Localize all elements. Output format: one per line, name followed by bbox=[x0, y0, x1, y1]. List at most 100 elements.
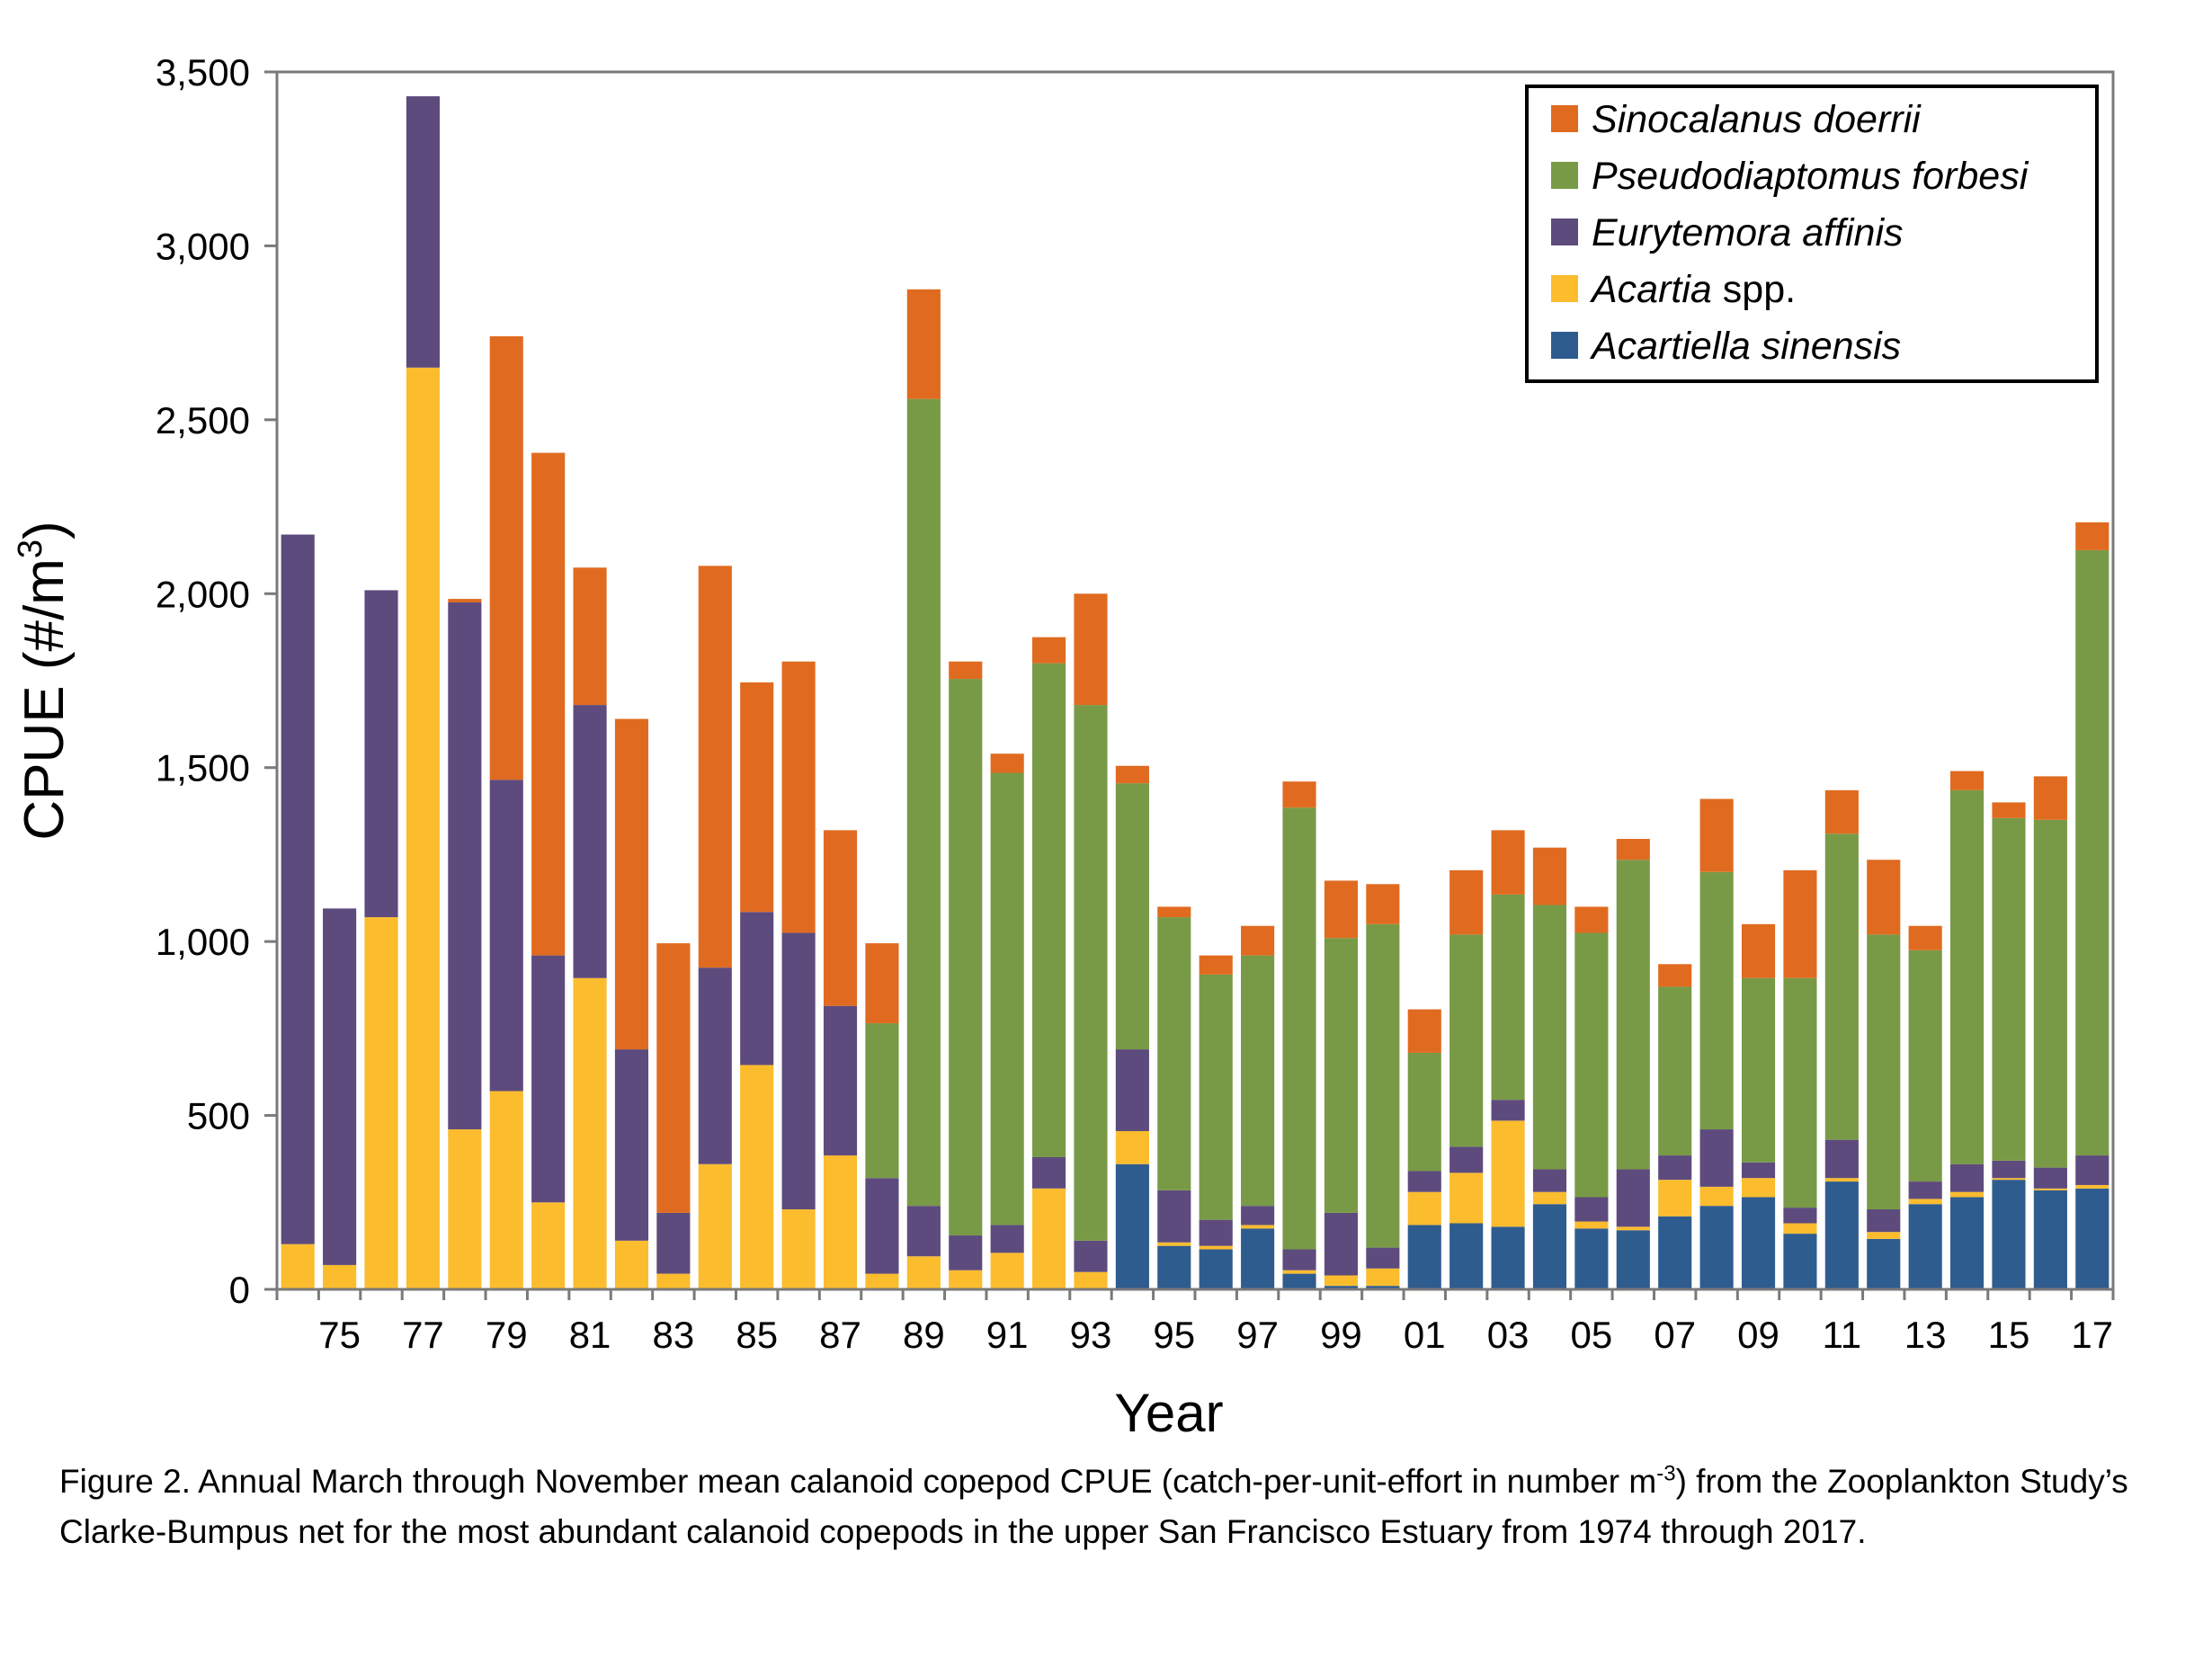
bar-segment-79-sinocalanus-doerrii bbox=[489, 336, 523, 780]
bar-segment-13-acartia bbox=[1908, 1199, 1942, 1205]
bar-segment-10-acartiella-sinensis bbox=[1783, 1234, 1817, 1289]
x-tick-label: 95 bbox=[1153, 1314, 1195, 1356]
x-tick-label: 81 bbox=[569, 1314, 611, 1356]
y-tick-label: 1,500 bbox=[156, 747, 250, 789]
bar-segment-01-sinocalanus-doerrii bbox=[1407, 1009, 1441, 1053]
bar-segment-02-acartia bbox=[1449, 1172, 1484, 1224]
bar-segment-81-acartia bbox=[573, 977, 607, 1289]
bar-segment-95-acartiella-sinensis bbox=[1157, 1245, 1191, 1289]
bar-segment-83-acartia bbox=[656, 1273, 691, 1289]
bar-segment-75-eurytemora-affinis bbox=[323, 908, 357, 1265]
bar-segment-74-eurytemora-affinis bbox=[281, 534, 315, 1244]
bar-segment-15-acartiella-sinensis bbox=[1992, 1180, 2026, 1289]
bar-segment-90-eurytemora-affinis bbox=[949, 1235, 983, 1270]
bar-segment-87-eurytemora-affinis bbox=[823, 1005, 858, 1156]
bar-segment-07-pseudodiaptomus-forbesi bbox=[1658, 986, 1692, 1156]
bar-segment-03-pseudodiaptomus-forbesi bbox=[1491, 894, 1525, 1101]
bar-segment-02-pseudodiaptomus-forbesi bbox=[1449, 934, 1484, 1147]
bar-segment-00-pseudodiaptomus-forbesi bbox=[1366, 923, 1400, 1248]
bar-segment-95-sinocalanus-doerrii bbox=[1157, 906, 1191, 918]
bar-segment-97-acartia bbox=[1241, 1225, 1275, 1229]
bar-segment-12-acartiella-sinensis bbox=[1867, 1238, 1901, 1289]
y-axis-title: CPUE (#/m3) bbox=[12, 521, 76, 840]
bar-segment-88-pseudodiaptomus-forbesi bbox=[865, 1023, 899, 1179]
bar-segment-77-acartia bbox=[406, 367, 440, 1290]
bar-segment-08-sinocalanus-doerrii bbox=[1699, 798, 1734, 872]
bar-segment-94-sinocalanus-doerrii bbox=[1115, 765, 1149, 784]
bar-segment-13-eurytemora-affinis bbox=[1908, 1181, 1942, 1199]
bar-segment-93-acartia bbox=[1074, 1271, 1108, 1289]
bar-segment-79-eurytemora-affinis bbox=[489, 780, 523, 1092]
bar-segment-99-sinocalanus-doerrii bbox=[1324, 880, 1358, 939]
bar-segment-09-sinocalanus-doerrii bbox=[1741, 923, 1776, 978]
bar-segment-99-pseudodiaptomus-forbesi bbox=[1324, 938, 1358, 1213]
bar-segment-04-sinocalanus-doerrii bbox=[1532, 847, 1567, 905]
x-tick-label: 01 bbox=[1404, 1314, 1446, 1356]
y-axis-title-text: CPUE (#/m bbox=[13, 558, 76, 840]
bar-segment-17-acartia bbox=[2075, 1184, 2109, 1189]
bar-segment-78-sinocalanus-doerrii bbox=[448, 599, 482, 602]
bar-segment-01-acartia bbox=[1407, 1191, 1441, 1226]
bar-segment-11-sinocalanus-doerrii bbox=[1824, 789, 1859, 834]
bar-segment-09-pseudodiaptomus-forbesi bbox=[1741, 977, 1776, 1163]
legend-label: Eurytemora affinis bbox=[1592, 211, 1904, 254]
bar-segment-87-acartia bbox=[823, 1155, 858, 1289]
bar-segment-05-sinocalanus-doerrii bbox=[1574, 906, 1609, 933]
bar-segment-98-acartia bbox=[1282, 1270, 1316, 1274]
bar-segment-98-sinocalanus-doerrii bbox=[1282, 781, 1316, 808]
bar-segment-04-acartiella-sinensis bbox=[1532, 1204, 1567, 1289]
bar-segment-88-acartia bbox=[865, 1273, 899, 1289]
legend-swatch bbox=[1551, 218, 1578, 245]
bar-segment-13-sinocalanus-doerrii bbox=[1908, 925, 1942, 950]
bar-segment-03-acartia bbox=[1491, 1120, 1525, 1227]
y-tick-label: 1,000 bbox=[156, 921, 250, 963]
bar-segment-99-acartia bbox=[1324, 1275, 1358, 1287]
bar-segment-95-acartia bbox=[1157, 1242, 1191, 1246]
bar-segment-05-acartia bbox=[1574, 1221, 1609, 1229]
bars-layer bbox=[281, 96, 2109, 1290]
y-tick-label: 0 bbox=[229, 1269, 250, 1311]
bar-segment-85-sinocalanus-doerrii bbox=[740, 682, 774, 913]
bar-segment-11-acartiella-sinensis bbox=[1824, 1181, 1859, 1289]
bar-segment-14-sinocalanus-doerrii bbox=[1950, 771, 1985, 790]
legend-label: Pseudodiaptomus forbesi bbox=[1592, 155, 2029, 198]
bar-segment-14-pseudodiaptomus-forbesi bbox=[1950, 789, 1985, 1164]
bar-segment-13-acartiella-sinensis bbox=[1908, 1204, 1942, 1289]
bar-segment-89-acartia bbox=[906, 1256, 941, 1289]
y-axis-title-superscript: 3 bbox=[12, 539, 49, 558]
bar-segment-88-eurytemora-affinis bbox=[865, 1178, 899, 1274]
bar-segment-02-eurytemora-affinis bbox=[1449, 1146, 1484, 1173]
bar-segment-91-acartia bbox=[990, 1252, 1024, 1289]
x-tick-label: 17 bbox=[2071, 1314, 2113, 1356]
bar-segment-16-eurytemora-affinis bbox=[2033, 1167, 2067, 1189]
legend-label: Sinocalanus doerrii bbox=[1592, 98, 1922, 141]
y-tick-label: 3,000 bbox=[156, 225, 250, 267]
bar-segment-07-acartiella-sinensis bbox=[1658, 1216, 1692, 1289]
bar-segment-75-acartia bbox=[323, 1264, 357, 1289]
bar-segment-83-eurytemora-affinis bbox=[656, 1212, 691, 1274]
figure-caption: Figure 2. Annual March through November … bbox=[59, 1457, 2190, 1557]
x-tick-label: 89 bbox=[903, 1314, 945, 1356]
bar-segment-00-sinocalanus-doerrii bbox=[1366, 884, 1400, 924]
x-tick-label: 91 bbox=[986, 1314, 1029, 1356]
bar-segment-15-pseudodiaptomus-forbesi bbox=[1992, 817, 2026, 1161]
bar-segment-16-pseudodiaptomus-forbesi bbox=[2033, 819, 2067, 1168]
bar-segment-93-sinocalanus-doerrii bbox=[1074, 593, 1108, 706]
bar-segment-96-pseudodiaptomus-forbesi bbox=[1199, 974, 1233, 1220]
x-tick-label: 87 bbox=[819, 1314, 861, 1356]
bar-segment-91-pseudodiaptomus-forbesi bbox=[990, 772, 1024, 1226]
bar-segment-82-acartia bbox=[614, 1240, 649, 1289]
bar-segment-04-acartia bbox=[1532, 1191, 1567, 1205]
x-tick-label: 09 bbox=[1737, 1314, 1779, 1356]
bar-segment-97-sinocalanus-doerrii bbox=[1241, 925, 1275, 956]
legend-swatch bbox=[1551, 332, 1578, 359]
bar-segment-94-acartiella-sinensis bbox=[1115, 1163, 1149, 1289]
bar-segment-13-pseudodiaptomus-forbesi bbox=[1908, 949, 1942, 1182]
bar-segment-12-sinocalanus-doerrii bbox=[1867, 860, 1901, 935]
bar-segment-06-acartiella-sinensis bbox=[1616, 1230, 1650, 1289]
bar-segment-14-acartia bbox=[1950, 1191, 1985, 1198]
bar-segment-96-eurytemora-affinis bbox=[1199, 1219, 1233, 1246]
bar-segment-98-eurytemora-affinis bbox=[1282, 1249, 1316, 1270]
bar-segment-78-acartia bbox=[448, 1129, 482, 1289]
